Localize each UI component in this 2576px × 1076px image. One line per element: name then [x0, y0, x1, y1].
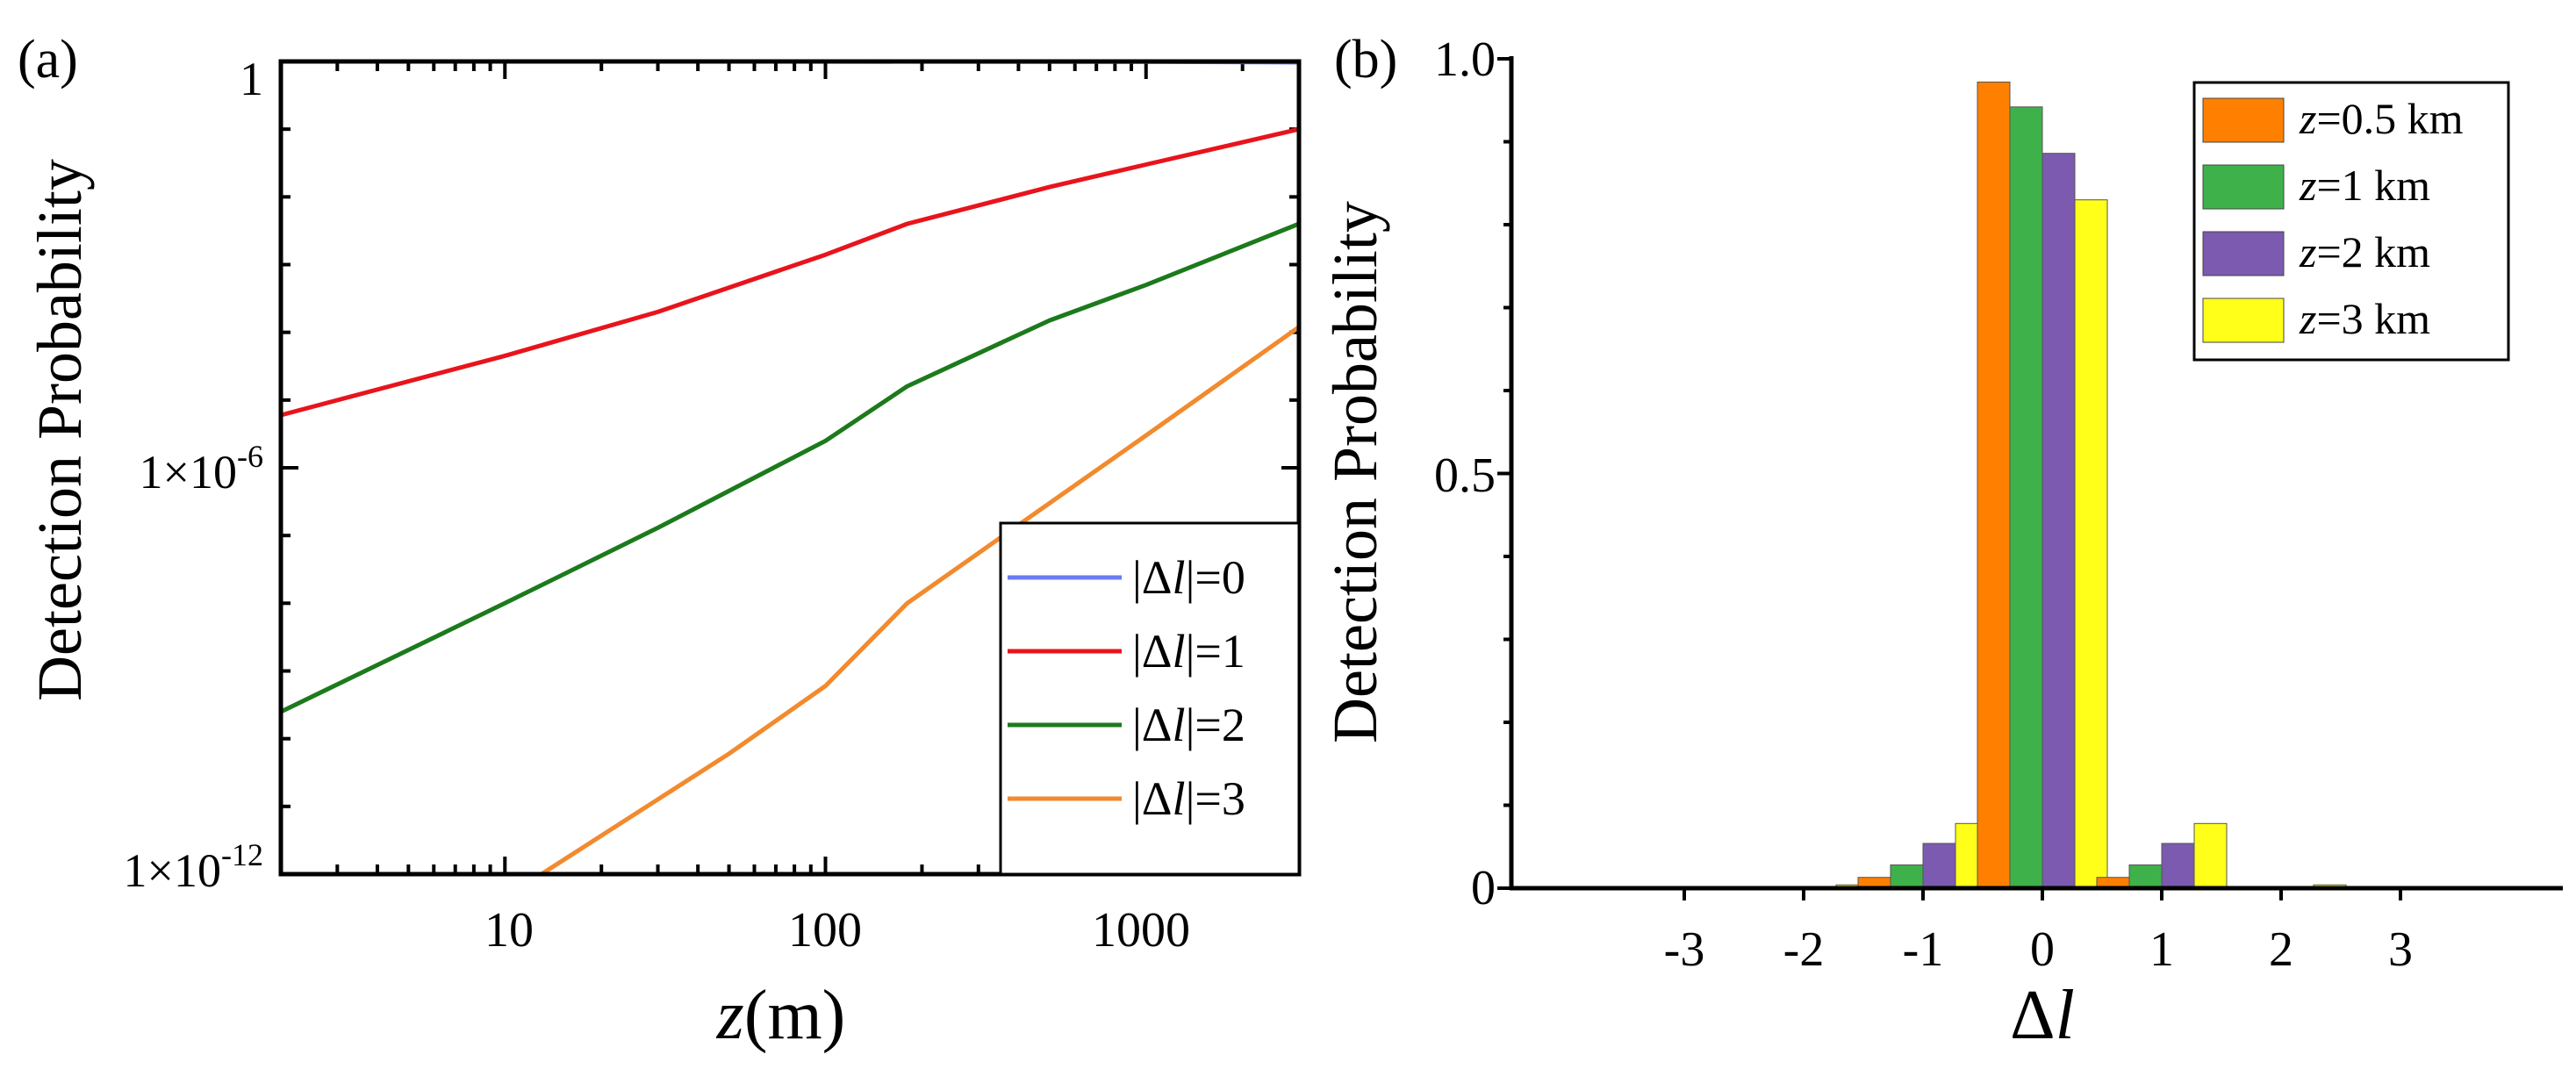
panel-a-frame	[278, 59, 1302, 877]
xtick-a-100: 100	[788, 903, 862, 958]
bar-1-series-3	[2193, 822, 2228, 889]
xtick-a-1000: 1000	[1092, 903, 1190, 958]
panel-a: (a) Detection Probability 1 1×10-6 1×10-…	[18, 30, 1302, 1054]
xtick-b--1: -1	[1903, 922, 1944, 977]
panel-a-ytick-labels: 1 1×10-6 1×10-12	[124, 53, 263, 897]
xtick-b-3: 3	[2388, 922, 2413, 977]
panel-b-label: (b)	[1334, 30, 1397, 90]
panel-a-xtick-labels: 10 100 1000	[484, 903, 1190, 958]
xtick-b-1: 1	[2149, 922, 2174, 977]
xtick-a-10: 10	[484, 903, 534, 958]
series-line-a-3	[540, 325, 1301, 877]
bar-1-series-2	[2161, 843, 2195, 889]
legend-b-label-0: z=0.5 km	[2299, 94, 2464, 143]
panel-b-ytick-labels: 1.0 0.5 0	[1434, 32, 1496, 915]
panel-b-ylabel: Detection Probability	[1320, 201, 1390, 743]
xtick-b-2: 2	[2269, 922, 2293, 977]
ytick-b-0: 0	[1471, 861, 1496, 915]
ytick-a-1: 1	[240, 53, 263, 105]
panel-b-bars	[1738, 82, 2347, 889]
bar--1-series-2	[1922, 843, 1956, 889]
legend-b-label-3: z=3 km	[2299, 294, 2430, 343]
ytick-b-0.5: 0.5	[1434, 448, 1496, 503]
legend-b-label-2: z=2 km	[2299, 227, 2430, 276]
legend-a-label-3: |Δl|=3	[1132, 772, 1245, 825]
panel-a-legend: |Δl|=0 |Δl|=1 |Δl|=2 |Δl|=3	[999, 521, 1301, 876]
panel-a-label: (a)	[18, 30, 78, 90]
panel-b-xlabel: Δl	[2010, 977, 2075, 1054]
legend-b-swatch-2	[2202, 231, 2285, 276]
legend-b-swatch-3	[2202, 298, 2285, 343]
legend-b-swatch-1	[2202, 164, 2285, 210]
legend-a-label-0: |Δl|=0	[1132, 551, 1245, 604]
bar-0-series-1	[2009, 106, 2043, 889]
panel-a-legend-box	[999, 521, 1301, 876]
legend-a-label-2: |Δl|=2	[1132, 699, 1245, 751]
panel-b-legend: z=0.5 km z=1 km z=2 km z=3 km	[2192, 81, 2510, 362]
xtick-b-0: 0	[2030, 922, 2055, 977]
series-line-a-2	[279, 221, 1300, 714]
ytick-a-1e-12: 1×10-12	[124, 837, 263, 897]
bar-0-series-2	[2041, 153, 2076, 889]
ytick-b-1: 1.0	[1434, 32, 1496, 87]
bar-0-series-3	[2074, 199, 2108, 889]
legend-a-label-1: |Δl|=1	[1132, 625, 1245, 678]
bar-1-series-1	[2128, 864, 2163, 889]
bar--1-series-1	[1890, 864, 1924, 889]
legend-b-swatch-0	[2202, 97, 2285, 143]
panel-a-xlabel: z(m)	[716, 977, 846, 1054]
legend-b-label-1: z=1 km	[2299, 161, 2430, 210]
xtick-b--3: -3	[1664, 922, 1705, 977]
panel-b-xtick-labels: -3 -2 -1 0 1 2 3	[1664, 922, 2413, 977]
series-line-a-1	[280, 126, 1300, 418]
panel-b: (b) Detection Probability 1.0 0.5 0 -3 -2…	[1320, 30, 2563, 1054]
xtick-b--2: -2	[1783, 922, 1825, 977]
panel-a-ylabel: Detection Probability	[25, 159, 95, 701]
bar-0-series-0	[1977, 82, 2011, 889]
ytick-a-1e-6: 1×10-6	[140, 439, 263, 499]
